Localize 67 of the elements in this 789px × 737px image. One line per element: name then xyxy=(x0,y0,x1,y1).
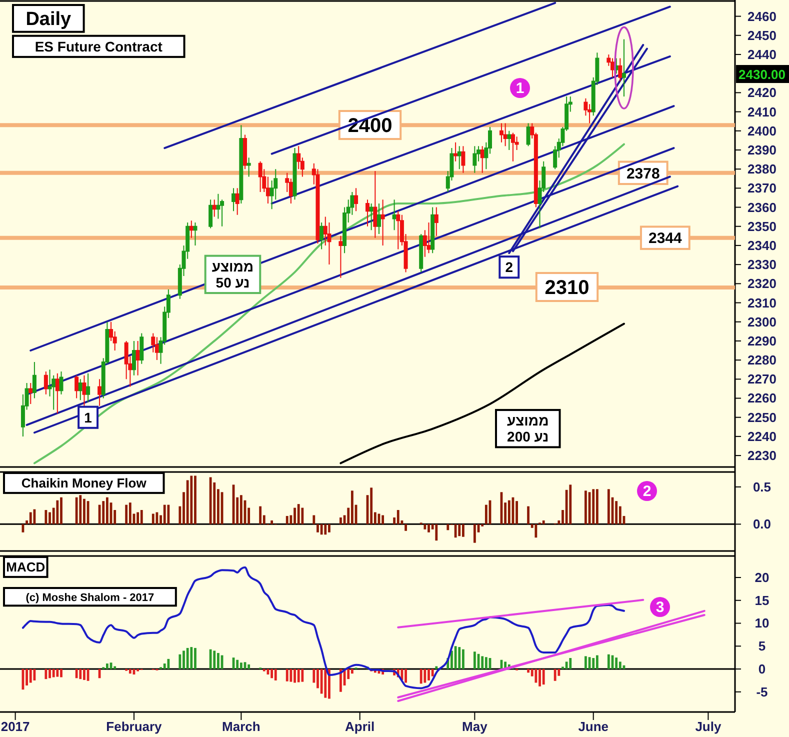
y-tick-label: 2360 xyxy=(748,200,776,215)
y-tick-label: 2320 xyxy=(748,276,776,292)
y-tick-label: 2410 xyxy=(748,104,776,120)
y-tick-label: 0 xyxy=(758,661,766,676)
label-box: 2310 xyxy=(535,272,599,302)
y-tick-label: 2330 xyxy=(748,257,776,272)
y-tick-label: 20 xyxy=(754,570,770,585)
y-tick-label: 2390 xyxy=(748,142,776,158)
x-tick-label: March xyxy=(222,719,260,734)
y-tick-label: 2310 xyxy=(748,295,776,310)
x-tick-label: July xyxy=(695,719,722,734)
x-tick-label: May xyxy=(462,719,488,734)
y-tick-label: 2380 xyxy=(748,162,776,177)
text: 2430.00 xyxy=(738,67,786,82)
y-tick-label: 0.0 xyxy=(752,516,772,532)
label-box: 2 xyxy=(498,256,520,279)
y-tick-label: 2350 xyxy=(748,218,776,234)
label-box: 1 xyxy=(78,406,99,429)
label-box: ES Future Contract xyxy=(12,34,186,58)
label-box: Daily xyxy=(12,4,85,33)
label-box: Chaikin Money Flow xyxy=(3,472,165,494)
label-box: MACD xyxy=(3,556,48,578)
y-tick-label: 2300 xyxy=(748,314,776,330)
y-tick-label: 2240 xyxy=(748,428,776,444)
label-box: 2378 xyxy=(618,160,668,185)
y-tick-label: 2400 xyxy=(748,123,776,138)
annotation: 3 xyxy=(656,599,664,616)
annotation: 2 xyxy=(505,259,514,276)
label-box: ממוצע נע 200 xyxy=(495,408,561,448)
y-tick-label: 2440 xyxy=(748,46,776,62)
y-tick-label: 2270 xyxy=(748,372,776,387)
chart-title: Chaikin Money Flow xyxy=(21,476,148,491)
y-tick-label: 15 xyxy=(754,592,770,608)
x-tick-label: February xyxy=(106,719,163,734)
y-tick-label: 2250 xyxy=(748,410,776,425)
label-box: (c) Moshe Shalom - 2017 xyxy=(3,587,177,607)
annotation: 1 xyxy=(516,80,524,97)
y-tick-label: 2230 xyxy=(748,448,776,464)
ref-line-label: 2378 xyxy=(626,165,660,182)
annotation: 2 xyxy=(642,483,652,500)
x-tick-label: April xyxy=(345,719,375,734)
y-tick-label: 2290 xyxy=(748,333,776,348)
y-tick-label: -5 xyxy=(756,684,768,700)
x-tick-label: June xyxy=(578,719,609,734)
annotation: 2310 xyxy=(544,277,590,299)
annotation: ממוצע נע 200 xyxy=(507,412,549,445)
annotation: ממוצע נע 50 xyxy=(212,258,254,291)
annotation: (c) Moshe Shalom - 2017 xyxy=(26,592,154,604)
y-tick-label: 2260 xyxy=(748,390,776,406)
y-tick-label: 2340 xyxy=(748,238,776,253)
label-box: 2400 xyxy=(338,110,402,140)
y-tick-label: 2280 xyxy=(748,352,776,368)
chart-title: MACD xyxy=(6,560,46,575)
y-tick-label: 2420 xyxy=(748,85,776,100)
x-tick-label: 2017 xyxy=(0,719,30,734)
annotation: 1 xyxy=(84,409,92,426)
y-tick-label: 10 xyxy=(754,616,770,631)
y-tick-label: 2370 xyxy=(748,180,776,196)
annotation: 2400 xyxy=(348,115,392,137)
label-box: 2344 xyxy=(640,226,690,250)
y-tick-label: 5 xyxy=(758,638,766,654)
chart-title: Daily xyxy=(26,9,72,30)
ref-line-label: 2344 xyxy=(648,230,683,248)
label-box: ממוצע נע 50 xyxy=(204,254,262,294)
y-tick-label: 0.5 xyxy=(752,479,772,494)
y-tick-label: 2450 xyxy=(748,28,776,43)
y-tick-label: 2460 xyxy=(748,8,776,24)
